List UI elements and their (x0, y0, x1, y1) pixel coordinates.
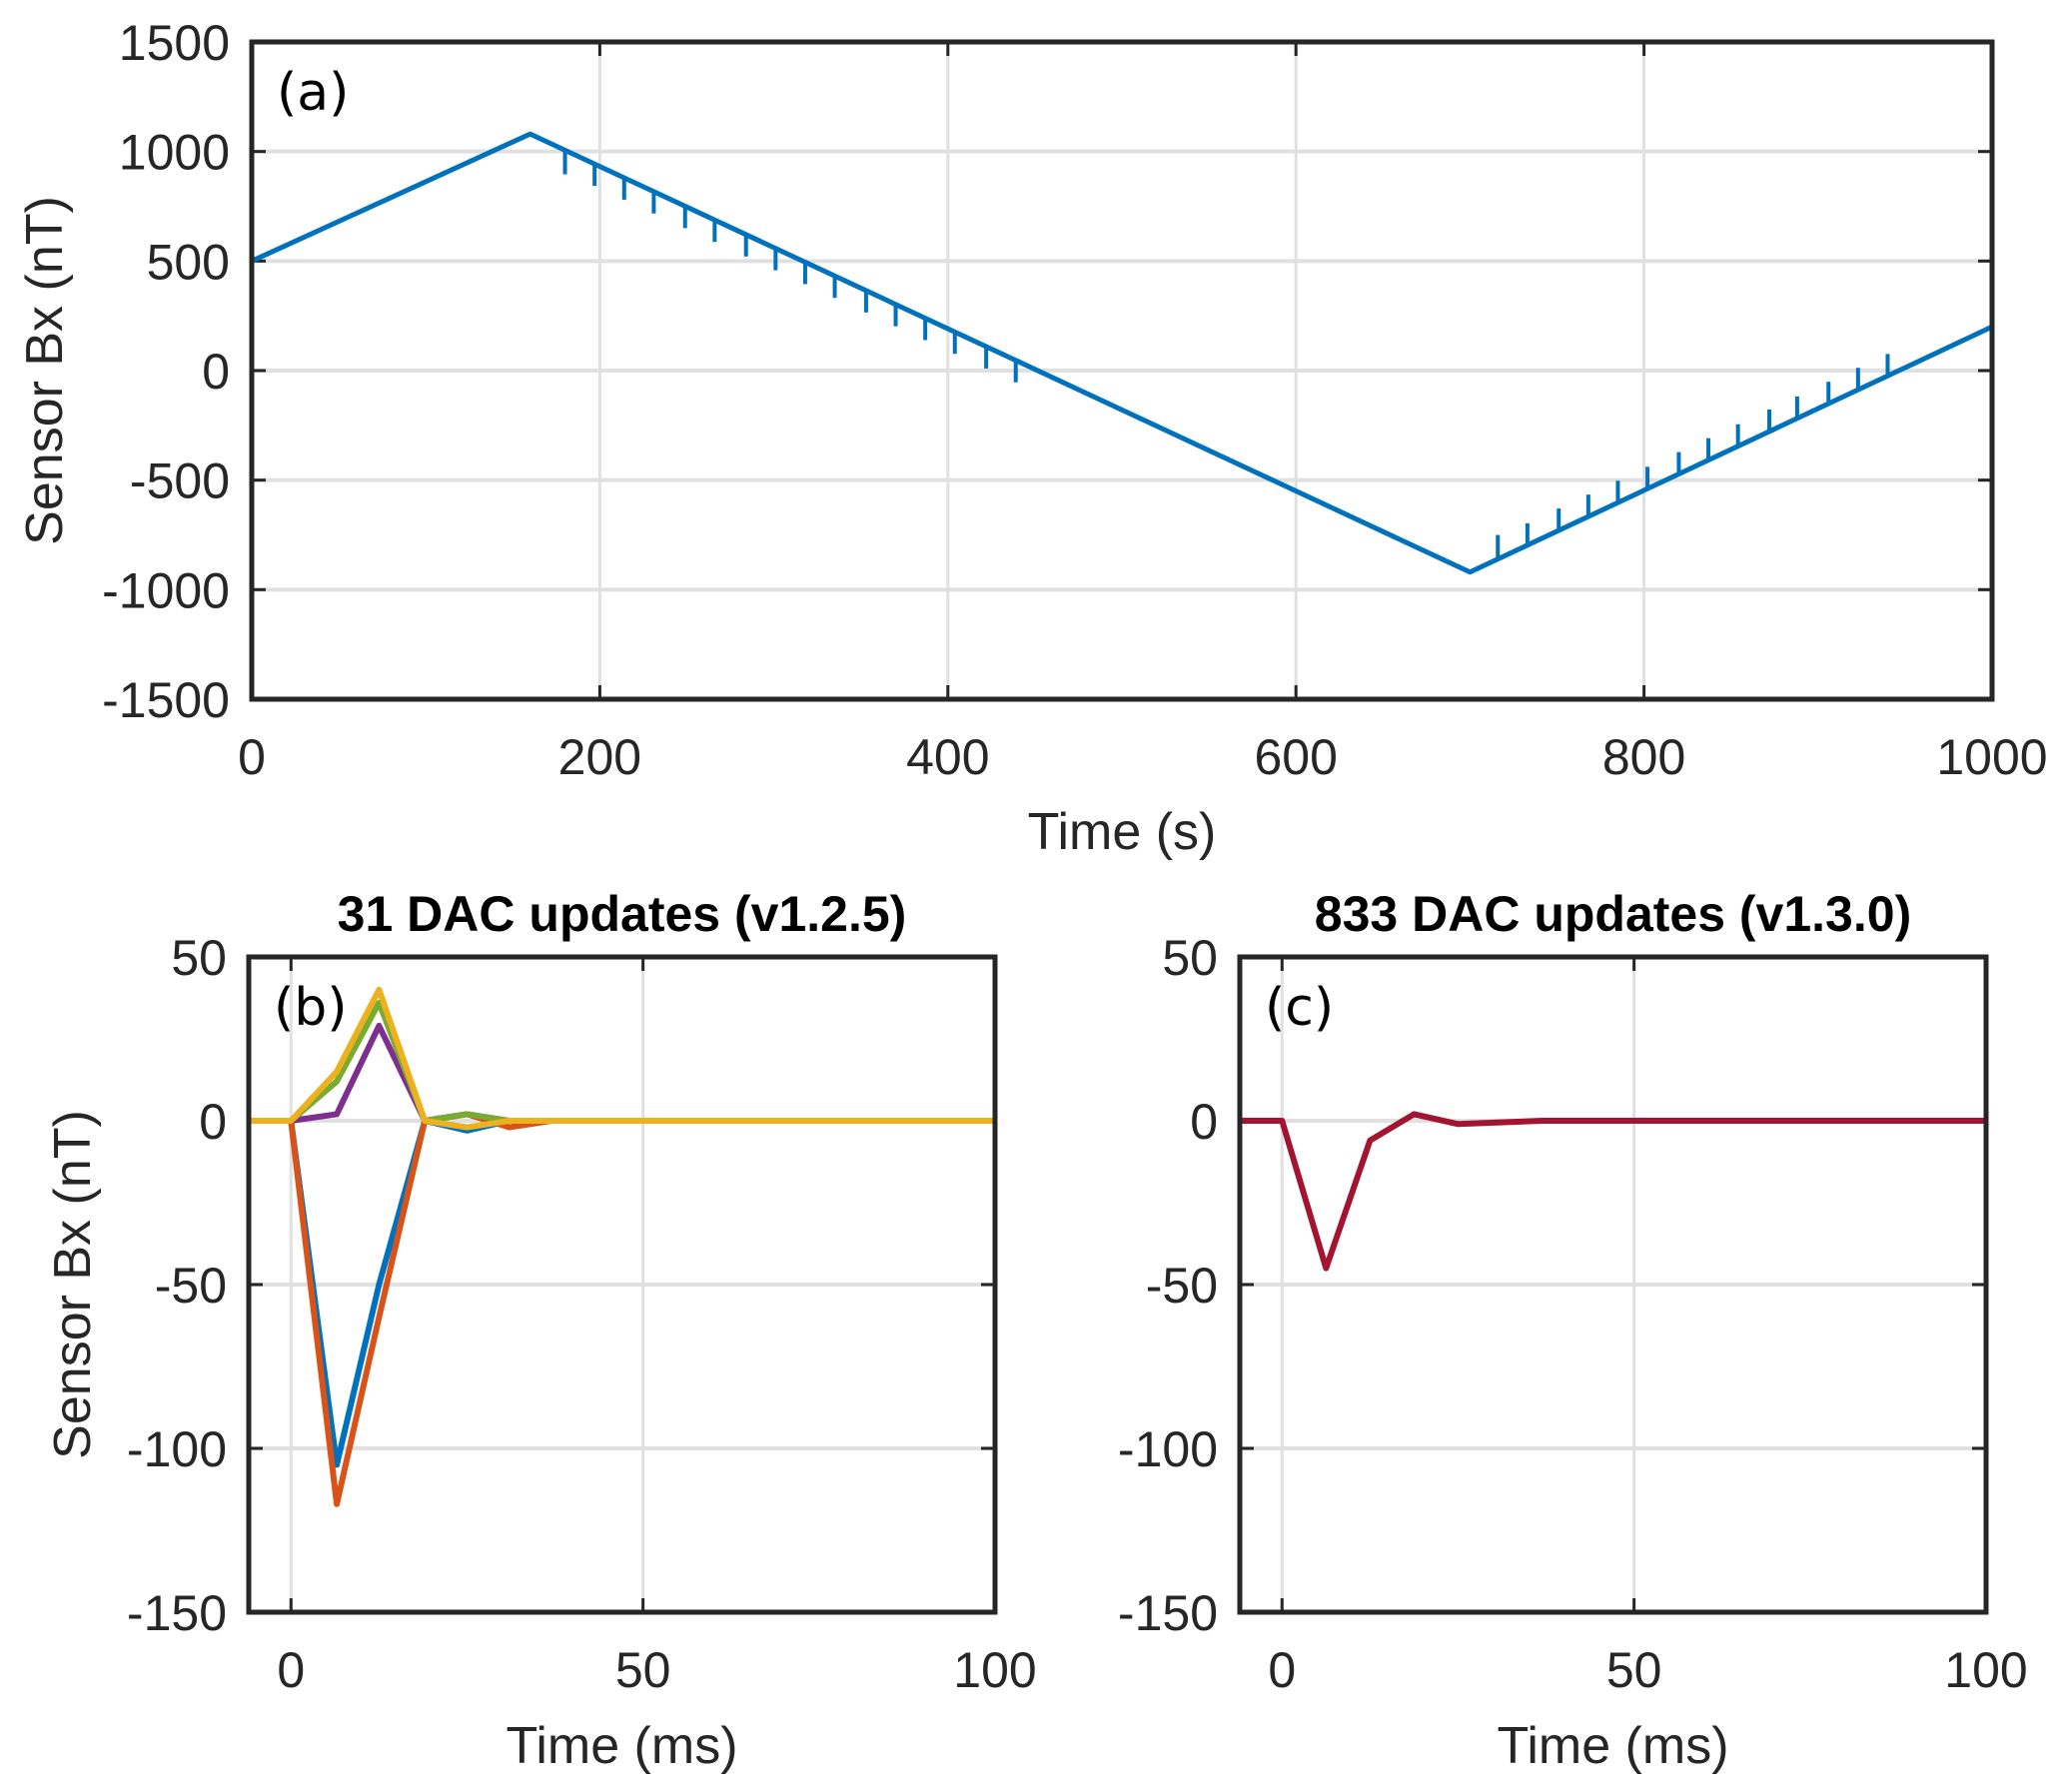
y-tick-label: -1500 (102, 672, 230, 728)
x-tick-label: 0 (238, 729, 266, 785)
x-axis-label: Time (s) (1028, 803, 1217, 861)
y-tick-label: -100 (1118, 1421, 1218, 1477)
x-tick-label: 800 (1602, 729, 1685, 785)
y-tick-label: -150 (1118, 1585, 1218, 1641)
plot-area (1240, 1111, 1986, 1272)
x-tick-label: 600 (1254, 729, 1337, 785)
panel-c: 0 50 100 -150 -100 -50 0 50 (c) Time (ms) 833 DAC … (1118, 886, 2028, 1775)
plot-area (252, 131, 1992, 575)
series-line-s2 (249, 1111, 995, 1507)
y-axis-label: Sensor Bx (nT) (16, 196, 74, 545)
x-tick-label: 200 (558, 729, 641, 785)
y-tick-label: -150 (127, 1585, 227, 1641)
series-line-Bx (252, 131, 1992, 575)
panel-b: 0 50 100 -150 -100 -50 0 50 (b) Time (ms) Sensor B… (44, 886, 1037, 1775)
y-tick-label: -1000 (102, 562, 230, 618)
panel-a: 0 200 400 600 800 1000 -1500 -1000 -500 0 500 1000 1… (16, 15, 2048, 861)
axes-frame (1237, 954, 1989, 1615)
x-tick-label: 100 (1944, 1642, 2027, 1698)
x-tick-label: 100 (953, 1642, 1036, 1698)
x-tick-label: 0 (1268, 1642, 1296, 1698)
plot-area (249, 986, 995, 1507)
y-tick-label: 50 (1162, 930, 1218, 986)
x-tick-label: 50 (615, 1642, 671, 1698)
panel-label: (c) (1265, 978, 1334, 1038)
y-tick-label: 500 (147, 234, 230, 290)
y-tick-label: -50 (155, 1258, 227, 1314)
y-tick-label: 1500 (119, 15, 230, 71)
panel-label: (b) (274, 978, 348, 1038)
axes-frame (249, 39, 1995, 702)
y-tick-label: -100 (127, 1421, 227, 1477)
axes-frame (246, 954, 998, 1615)
panel-label: (a) (277, 63, 349, 123)
y-tick-label: 0 (202, 344, 230, 400)
y-tick-label: -500 (130, 453, 230, 509)
series-line-s1 (1240, 1111, 1986, 1272)
x-tick-label: 1000 (1936, 729, 2047, 785)
chart-title: 833 DAC updates (v1.3.0) (1315, 886, 1911, 942)
y-tick-label: 0 (199, 1094, 227, 1150)
x-axis-label: Time (ms) (1497, 1717, 1728, 1775)
x-tick-label: 0 (277, 1642, 305, 1698)
series-line-s5 (249, 986, 995, 1131)
x-tick-label: 50 (1606, 1642, 1662, 1698)
chart-title: 31 DAC updates (v1.2.5) (338, 886, 907, 942)
series-line-s1 (249, 1118, 995, 1468)
y-tick-label: 50 (171, 930, 227, 986)
x-tick-label: 400 (906, 729, 989, 785)
y-tick-label: 1000 (119, 125, 230, 181)
x-axis-label: Time (ms) (506, 1717, 737, 1775)
y-tick-label: -50 (1146, 1258, 1218, 1314)
y-tick-label: 0 (1190, 1094, 1218, 1150)
y-axis-label: Sensor Bx (nT) (44, 1110, 102, 1459)
